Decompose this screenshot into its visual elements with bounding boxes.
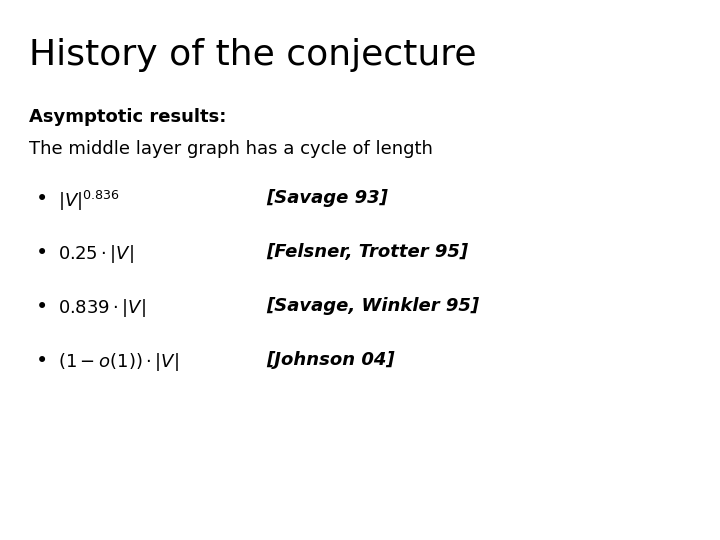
Text: [Johnson 04]: [Johnson 04] xyxy=(266,351,395,369)
Text: [Felsner, Trotter 95]: [Felsner, Trotter 95] xyxy=(266,243,469,261)
Text: Asymptotic results:: Asymptotic results: xyxy=(29,108,226,126)
Text: •: • xyxy=(36,189,48,209)
Text: •: • xyxy=(36,243,48,263)
Text: [Savage 93]: [Savage 93] xyxy=(266,189,388,207)
Text: $0.25 \cdot |V|$: $0.25 \cdot |V|$ xyxy=(58,243,133,265)
Text: $(1 - o(1)) \cdot |V|$: $(1 - o(1)) \cdot |V|$ xyxy=(58,351,179,373)
Text: $|V|^{0.836}$: $|V|^{0.836}$ xyxy=(58,189,119,213)
Text: The middle layer graph has a cycle of length: The middle layer graph has a cycle of le… xyxy=(29,140,433,158)
Text: •: • xyxy=(36,351,48,371)
Text: $0.839 \cdot |V|$: $0.839 \cdot |V|$ xyxy=(58,297,145,319)
Text: [Savage, Winkler 95]: [Savage, Winkler 95] xyxy=(266,297,480,315)
Text: History of the conjecture: History of the conjecture xyxy=(29,38,477,72)
Text: •: • xyxy=(36,297,48,317)
